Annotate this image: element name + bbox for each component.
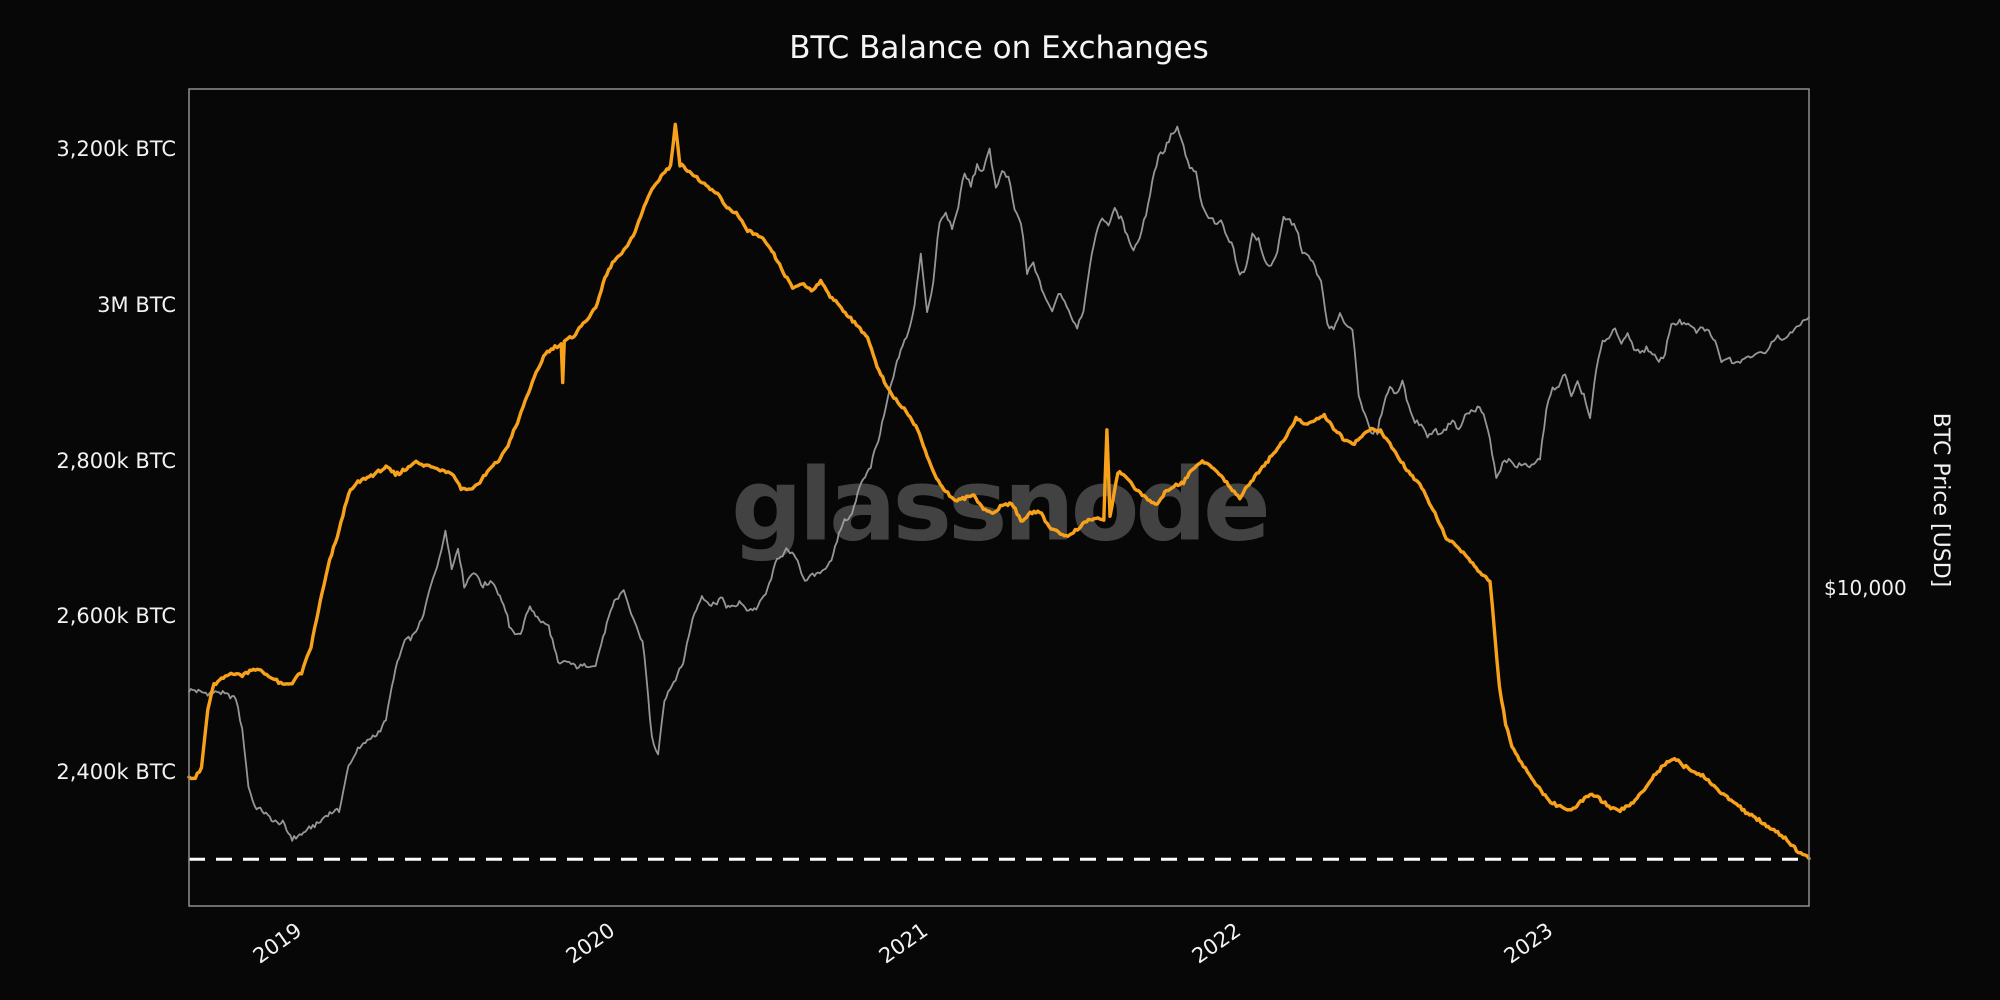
price-line-series [188,125,1810,842]
y-right-tick-label: $10,000 [1824,575,1907,600]
series-group [187,122,1811,861]
y-left-tick-label: 3,200k BTC [56,136,176,161]
balance-line-series [187,122,1811,861]
y-left-tick-label: 2,600k BTC [56,604,176,629]
y-left-tick-label: 2,800k BTC [56,448,176,473]
right-axis-title: BTC Price [USD] [1928,412,1953,588]
plot-frame [188,88,1810,907]
y-left-tick-label: 3M BTC [97,292,176,317]
y-left-tick-label: 2,400k BTC [56,760,176,785]
chart-title: BTC Balance on Exchanges [789,30,1209,66]
